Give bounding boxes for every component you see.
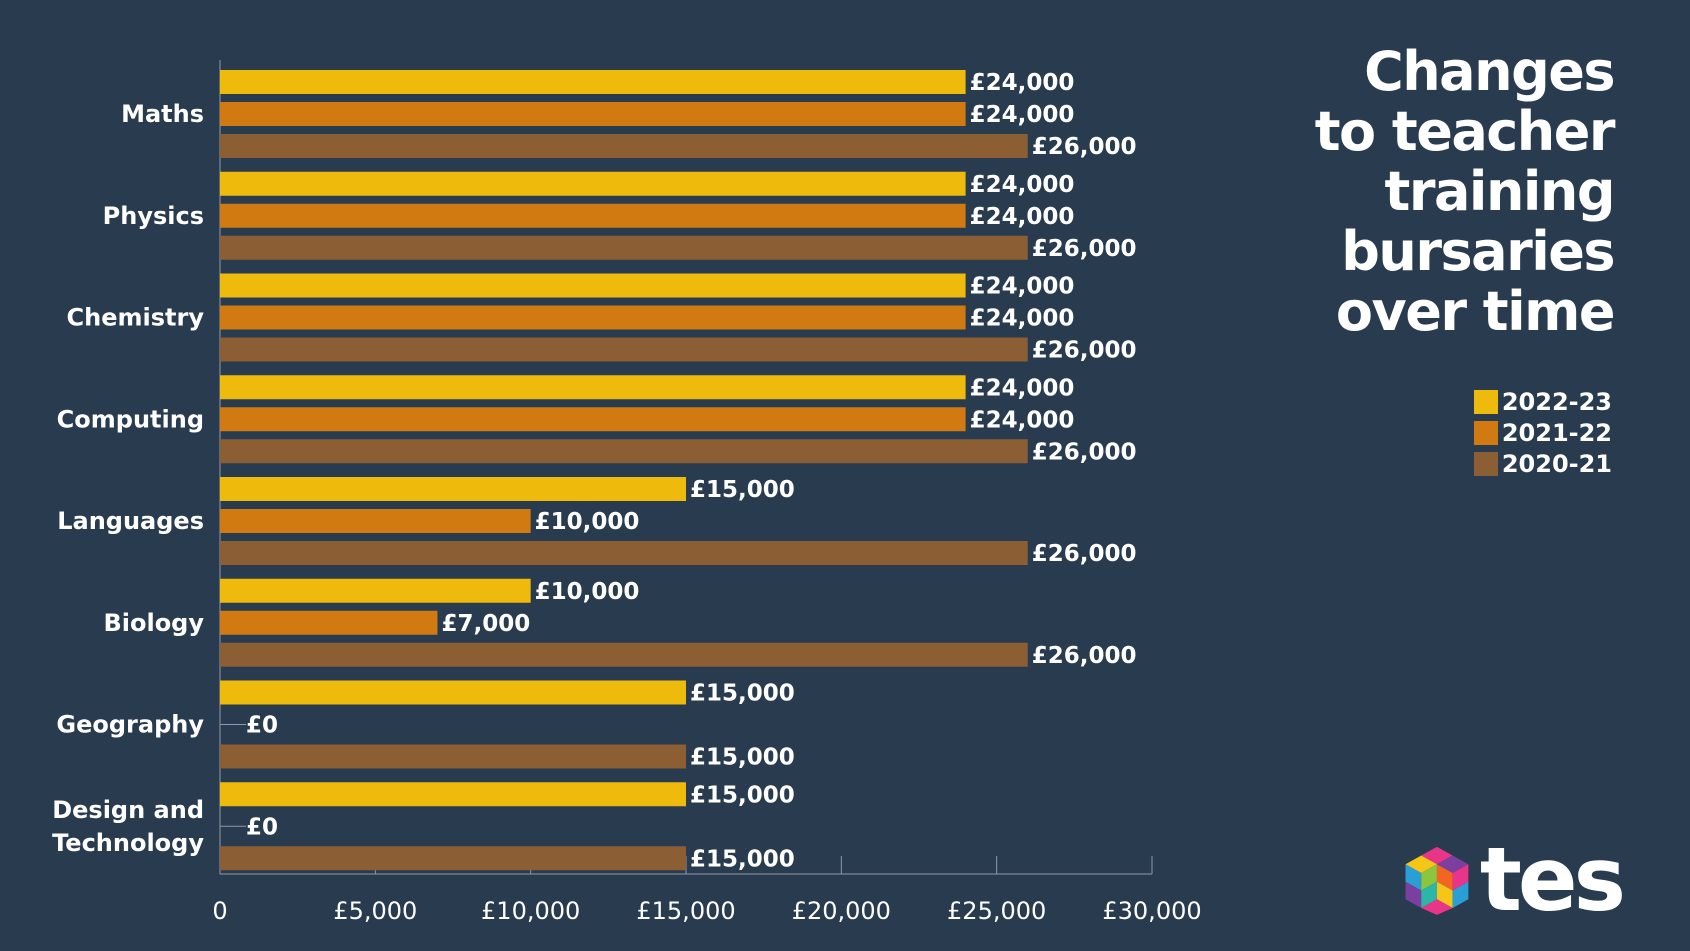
legend-label: 2022-23 [1501, 387, 1612, 416]
bar-2021-22 [220, 305, 966, 330]
legend-label: 2021-22 [1501, 418, 1612, 447]
legend-swatch [1473, 451, 1498, 476]
x-tick-label: 0 [212, 897, 227, 925]
legend-swatch [1473, 389, 1498, 414]
data-label: £26,000 [1032, 134, 1137, 160]
category-label-line: Technology [52, 829, 204, 857]
tes-logo-icon [1405, 846, 1469, 915]
bar-2022-23 [220, 578, 531, 603]
data-label: £15,000 [690, 846, 795, 872]
bar-2022-23 [220, 375, 966, 400]
bar-2021-22 [220, 610, 438, 635]
legend-item-2020-21: 2020-21 [1473, 448, 1612, 479]
data-label: £10,000 [535, 579, 640, 605]
title-line: bursaries [1341, 220, 1615, 283]
title-line: to teacher [1314, 100, 1616, 163]
legend-label: 2020-21 [1501, 449, 1612, 478]
bar-2021-22 [220, 509, 531, 533]
x-tick-label: £10,000 [481, 897, 580, 925]
bar-2022-23 [220, 171, 966, 196]
category-label: Chemistry [67, 304, 205, 332]
x-tick-label: £15,000 [636, 897, 735, 925]
title-line: Changes [1364, 40, 1615, 103]
category-label-line: Design and [52, 796, 204, 824]
category-label-line: Physics [103, 202, 204, 230]
bar-2020-21 [220, 337, 1028, 362]
category-label: Geography [56, 711, 204, 739]
bar-2020-21 [220, 744, 686, 769]
tes-logo-text: tes [1479, 828, 1626, 931]
category-label-line: Biology [103, 609, 204, 637]
legend-item-2022-23: 2022-23 [1473, 386, 1612, 417]
data-label: £24,000 [970, 274, 1075, 300]
bar-2022-23 [220, 477, 686, 501]
legend: 2022-23 2021-22 2020-21 [1473, 386, 1612, 479]
x-tick-label: £30,000 [1102, 897, 1201, 925]
title-line: over time [1335, 280, 1616, 343]
bar-2022-23 [220, 70, 966, 94]
category-label-line: Geography [56, 711, 204, 739]
category-label-line: Languages [57, 507, 204, 535]
data-label: £26,000 [1032, 338, 1137, 364]
data-label: £24,000 [970, 407, 1075, 433]
data-label: £15,000 [690, 745, 795, 771]
category-label-line: Chemistry [67, 304, 205, 332]
data-label: £26,000 [1032, 643, 1137, 669]
x-tick-label: £20,000 [792, 897, 891, 925]
bar-2020-21 [220, 134, 1028, 158]
bar-2022-23 [220, 782, 686, 807]
chart-title: Changes to teacher training bursaries ov… [1194, 40, 1616, 343]
bar-2021-22 [220, 407, 966, 432]
data-label: £24,000 [970, 375, 1075, 401]
x-tick-label: £25,000 [947, 897, 1046, 925]
bar-2020-21 [220, 235, 1028, 260]
category-label: Languages [57, 507, 204, 535]
legend-swatch [1473, 420, 1498, 445]
data-label: £10,000 [535, 509, 640, 535]
bar-2020-21 [220, 846, 686, 871]
data-label: £26,000 [1032, 541, 1137, 567]
bar-2020-21 [220, 439, 1028, 464]
bar-2022-23 [220, 273, 966, 298]
title-line: training [1384, 160, 1616, 223]
data-label: £15,000 [690, 782, 795, 808]
bar-2022-23 [220, 680, 686, 705]
data-label: £26,000 [1032, 236, 1137, 262]
bar-2020-21 [220, 642, 1028, 667]
category-label: Design and Technology [52, 796, 204, 857]
data-label: £24,000 [970, 70, 1075, 96]
data-label: £0 [246, 814, 278, 840]
bar-2021-22 [220, 102, 966, 126]
data-label: £7,000 [441, 611, 530, 637]
data-label: £24,000 [970, 306, 1075, 332]
category-label: Computing [57, 405, 204, 433]
category-label-line: Computing [57, 405, 204, 433]
data-label: £26,000 [1032, 439, 1137, 465]
data-label: £24,000 [970, 102, 1075, 128]
category-label: Biology [103, 609, 204, 637]
data-label: £0 [246, 713, 278, 739]
category-label: Maths [121, 100, 204, 128]
tes-logo: tes [1402, 828, 1626, 931]
category-label: Physics [103, 202, 204, 230]
data-label: £15,000 [690, 477, 795, 503]
legend-item-2021-22: 2021-22 [1473, 417, 1612, 448]
bar-2020-21 [220, 541, 1028, 565]
data-label: £15,000 [690, 681, 795, 707]
bar-2021-22 [220, 203, 966, 228]
data-label: £24,000 [970, 204, 1075, 230]
category-label-line: Maths [121, 100, 204, 128]
data-label: £24,000 [970, 172, 1075, 198]
x-tick-label: £5,000 [333, 897, 417, 925]
